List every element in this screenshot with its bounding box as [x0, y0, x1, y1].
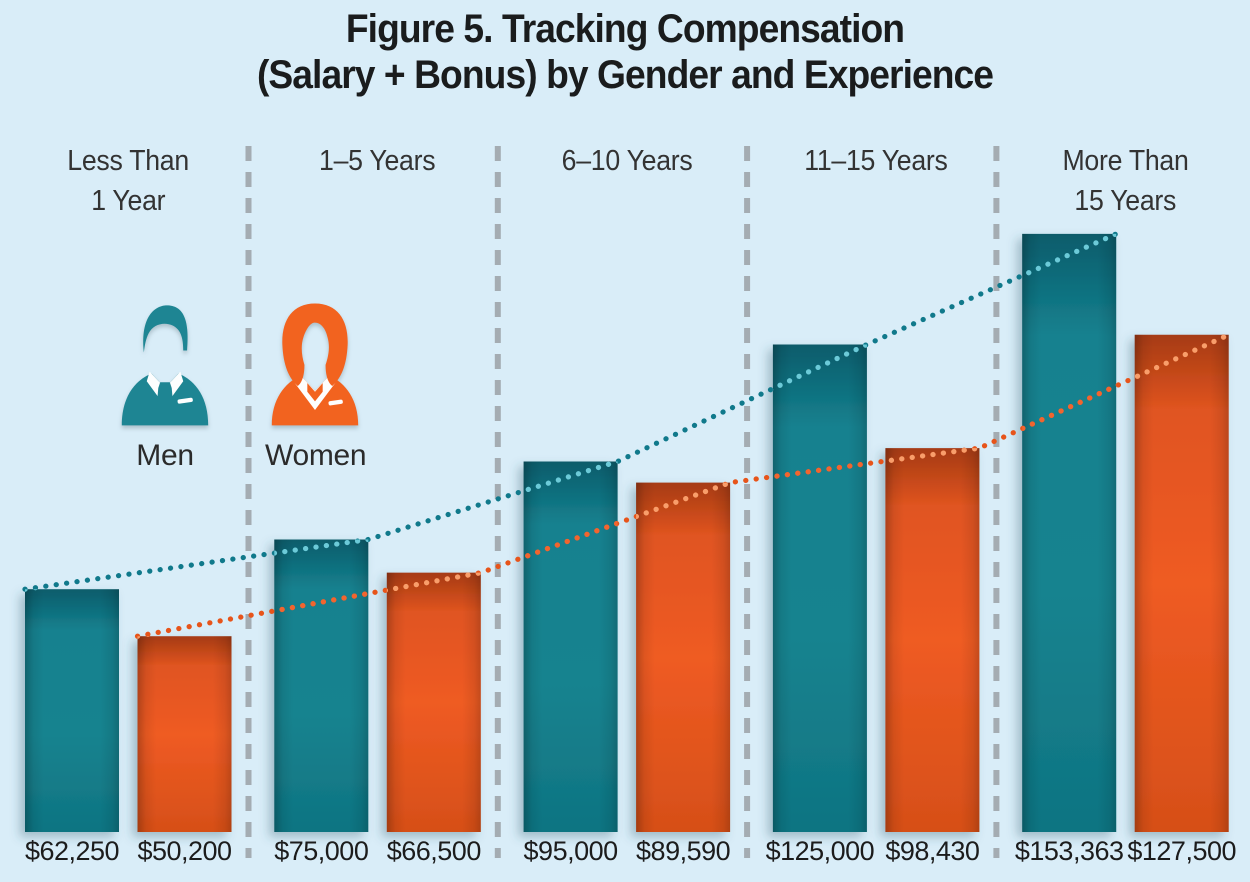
value-label-men-2: $75,000	[274, 836, 369, 866]
value-label-women-4: $98,430	[885, 836, 980, 866]
bar-shading	[137, 636, 232, 832]
legend-label-women: Women	[265, 439, 367, 472]
bar-shading	[25, 589, 119, 832]
value-label-men-4: $125,000	[765, 836, 875, 866]
man-icon	[121, 305, 209, 426]
category-label-5: More Than 15 Years	[1062, 145, 1189, 217]
bar-shading	[523, 461, 618, 832]
category-label-2: 1–5 Years	[319, 145, 436, 177]
chart-title-line-1: Figure 5. Tracking Compensation	[345, 7, 905, 51]
value-label-women-1: $50,200	[137, 836, 232, 866]
bar-shading	[1134, 334, 1229, 832]
chart-title-line-2: (Salary + Bonus) by Gender and Experienc…	[256, 53, 994, 97]
bar-shading	[274, 539, 369, 832]
trend-line-women-over-men-bars	[134, 332, 1117, 639]
value-label-women-3: $89,590	[636, 836, 731, 866]
legend-item-men: Men	[115, 296, 215, 473]
value-label-women-5: $127,500	[1127, 836, 1236, 866]
bar-shading	[772, 344, 867, 832]
value-label-men-3: $95,000	[523, 836, 619, 866]
bar-shading	[1022, 233, 1117, 833]
bar-shading	[636, 482, 731, 832]
category-label-4: 11–15 Years	[804, 145, 948, 177]
chart-title: Figure 5. Tracking Compensation (Salary …	[0, 6, 1250, 98]
legend-label-men: Men	[136, 439, 194, 472]
woman-icon	[271, 303, 359, 426]
value-label-men-1: $62,250	[24, 836, 120, 866]
legend-item-women: Women	[265, 296, 367, 473]
value-label-women-2: $66,500	[386, 836, 482, 866]
category-label-1: Less Than 1 Year	[67, 145, 190, 217]
bar-shading	[386, 572, 481, 832]
category-label-3: 6–10 Years	[561, 145, 693, 177]
value-label-men-5: $153,363	[1014, 836, 1124, 866]
bar-shading	[885, 448, 980, 832]
